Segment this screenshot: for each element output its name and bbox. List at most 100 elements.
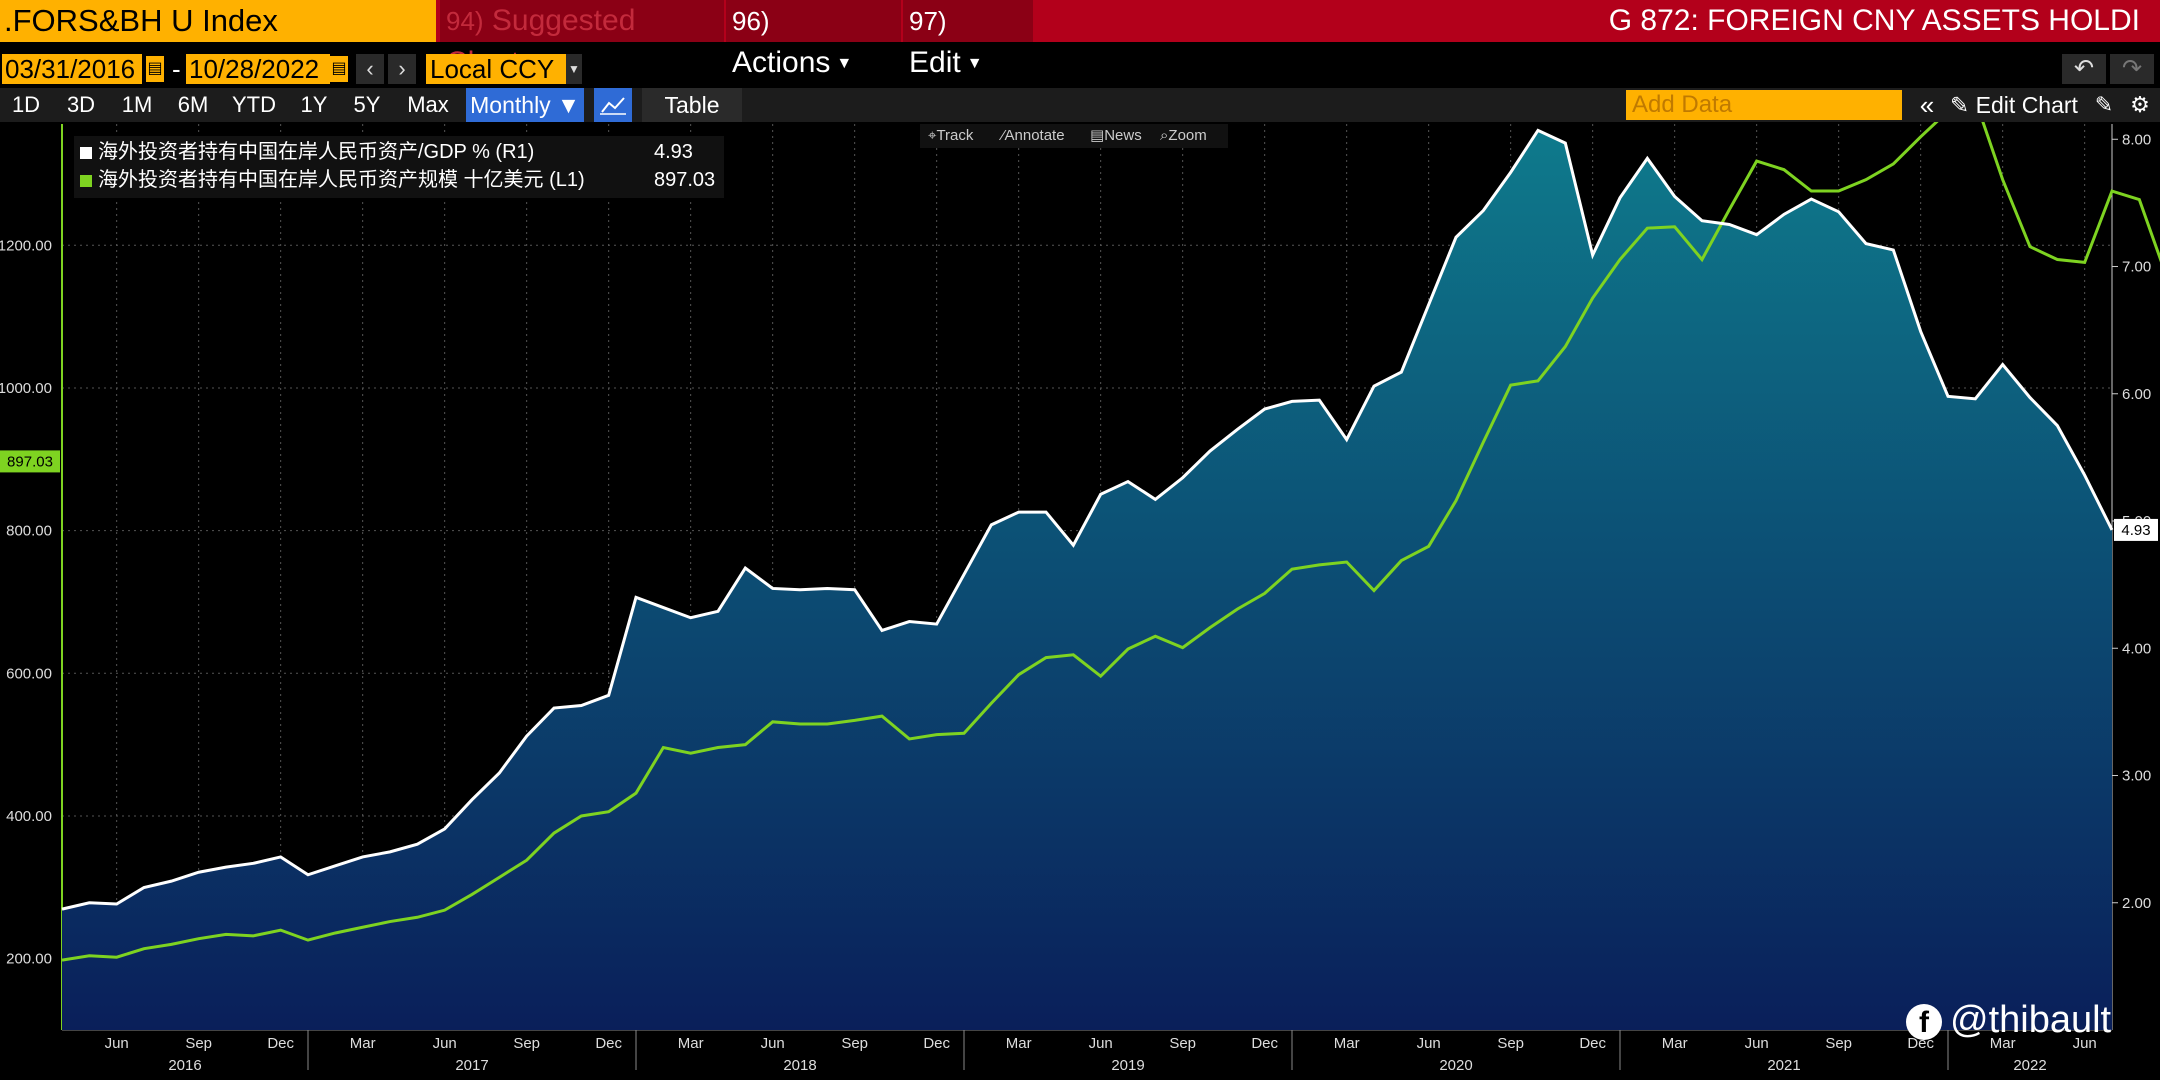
pencil-icon: ✎ — [1950, 92, 1970, 118]
right-axis-tick-label: 4.00 — [2122, 640, 2151, 657]
currency-select[interactable]: Local CCY — [426, 54, 566, 84]
series-line-gdp — [61, 128, 2114, 911]
redo-icon[interactable]: ↷ — [2110, 54, 2154, 84]
x-axis-month-label: Mar — [1662, 1035, 1688, 1052]
zoom-tool[interactable]: ⌕ Zoom — [1160, 124, 1207, 148]
collapse-icon[interactable]: « — [1919, 90, 1935, 120]
watermark: f @thibault — [1906, 998, 2111, 1042]
x-axis-month-label: Jun — [1417, 1035, 1441, 1052]
x-axis-year-label: 2018 — [783, 1057, 816, 1074]
right-axis-tick-label: 2.00 — [2122, 895, 2151, 912]
frequency-label: Monthly — [470, 92, 551, 118]
period-ytd[interactable]: YTD — [232, 92, 276, 117]
annotate-label: Annotate — [1004, 127, 1065, 144]
x-axis-month-label: Mar — [1990, 1035, 2016, 1052]
start-date-input[interactable]: 03/31/2016 — [2, 54, 142, 84]
left-value-marker-label: 897.03 — [7, 453, 53, 470]
calendar-icon[interactable]: ▤ — [146, 56, 164, 82]
x-axis-month-label: Mar — [350, 1035, 376, 1052]
actions-num: 96) — [732, 6, 770, 36]
x-axis-month-label: Mar — [1006, 1035, 1032, 1052]
legend-label: 海外投资者持有中国在岸人民币资产规模 十亿美元 (L1) — [98, 169, 585, 191]
frequency-select[interactable]: Monthly ▼ — [466, 88, 584, 122]
legend-value: 4.93 — [654, 141, 693, 163]
add-data-input[interactable]: Add Data — [1626, 90, 1902, 120]
period-5y[interactable]: 5Y — [353, 92, 381, 117]
end-date-input[interactable]: 10/28/2022 — [186, 54, 330, 84]
left-axis-tick-label: 1000.00 — [0, 380, 52, 397]
x-axis-month-label: Jun — [761, 1035, 785, 1052]
line-chart-icon-svg — [600, 97, 626, 115]
actions-label: Actions — [732, 46, 831, 79]
left-axis-tick-label: 200.00 — [6, 951, 52, 968]
chart-legend: 海外投资者持有中国在岸人民币资产/GDP % (R1) 4.93 海外投资者持有… — [74, 136, 724, 198]
track-tool[interactable]: ⌖ Track — [928, 124, 973, 148]
x-axis-month-label: Dec — [1251, 1035, 1278, 1052]
x-axis-month-label: Sep — [1825, 1035, 1852, 1052]
gear-icon[interactable]: ⚙ — [2130, 92, 2150, 117]
prev-period-button[interactable]: ‹ — [356, 54, 384, 84]
legend-item-scale: 海外投资者持有中国在岸人民币资产规模 十亿美元 (L1) — [80, 166, 585, 194]
period-1m[interactable]: 1M — [121, 92, 153, 117]
x-axis-year-label: 2017 — [455, 1057, 488, 1074]
next-period-button[interactable]: › — [388, 54, 416, 84]
x-axis-month-label: Sep — [185, 1035, 212, 1052]
left-axis-tick-label: 400.00 — [6, 808, 52, 825]
right-value-marker — [2114, 518, 2158, 541]
right-axis-tick-label: 3.00 — [2122, 768, 2151, 785]
series-area-gdp — [62, 130, 2112, 1030]
left-value-marker — [0, 450, 60, 473]
annotate-icon[interactable]: ✎ — [2094, 92, 2114, 117]
right-axis-tick-label: 7.00 — [2122, 259, 2151, 276]
ticker-field[interactable]: .FORS&BH U Index — [0, 0, 436, 42]
x-axis-month-label: Dec — [267, 1035, 294, 1052]
left-axis-tick-label: 600.00 — [6, 665, 52, 682]
edit-chart-button[interactable]: ✎ Edit Chart — [1950, 88, 2082, 122]
x-axis-year-label: 2021 — [1767, 1057, 1800, 1074]
legend-value: 897.03 — [654, 169, 716, 191]
chevron-down-icon: ▼ — [966, 55, 983, 73]
table-button[interactable]: Table — [642, 88, 742, 122]
period-3d[interactable]: 3D — [66, 92, 96, 117]
line-chart-icon[interactable] — [594, 88, 632, 122]
undo-icon[interactable]: ↶ — [2062, 54, 2106, 84]
x-axis-month-label: Mar — [678, 1035, 704, 1052]
series-line-scale — [61, 122, 2160, 962]
x-axis-month-label: Jun — [105, 1035, 129, 1052]
period-6m[interactable]: 6M — [177, 92, 209, 117]
legend-label: 海外投资者持有中国在岸人民币资产/GDP % (R1) — [98, 141, 535, 163]
calendar-icon[interactable]: ▤ — [330, 56, 348, 82]
left-axis-tick-label: 1200.00 — [0, 237, 52, 254]
chevron-down-icon[interactable]: ▼ — [566, 54, 582, 84]
x-axis-month-label: Jun — [1089, 1035, 1113, 1052]
x-axis-month-label: Sep — [841, 1035, 868, 1052]
x-axis-month-label: Jun — [2073, 1035, 2097, 1052]
legend-swatch — [80, 146, 92, 159]
legend-swatch — [80, 174, 92, 187]
zoom-label: Zoom — [1168, 127, 1207, 144]
x-axis-year-label: 2020 — [1439, 1057, 1472, 1074]
edit-num: 97) — [909, 6, 947, 36]
x-axis-year-label: 2019 — [1111, 1057, 1144, 1074]
period-1y[interactable]: 1Y — [300, 92, 328, 117]
suggested-num: 94) — [446, 6, 484, 36]
period-1d[interactable]: 1D — [11, 92, 41, 117]
x-axis-month-label: Jun — [433, 1035, 457, 1052]
news-tool[interactable]: ▤ News — [1090, 124, 1142, 148]
edit-label: Edit — [909, 46, 961, 79]
chart-tools: ⌖ Track ⁄ Annotate ▤ News ⌕ Zoom — [920, 124, 1228, 148]
right-value-marker-label: 4.93 — [2121, 522, 2150, 539]
right-axis-tick-label: 8.00 — [2122, 131, 2151, 148]
x-axis-month-label: Dec — [1579, 1035, 1606, 1052]
period-max[interactable]: Max — [407, 92, 449, 117]
edit-menu[interactable]: 97) Edit ▼ — [903, 0, 1033, 79]
suggested-charts-button[interactable]: 94) Suggested Charts — [440, 0, 724, 79]
actions-menu[interactable]: 96) Actions ▼ — [726, 0, 901, 79]
x-axis-year-label: 2022 — [2013, 1057, 2046, 1074]
x-axis-month-label: Sep — [1169, 1035, 1196, 1052]
facebook-icon: f — [1906, 1003, 1942, 1040]
chart-area[interactable]: 200.00 400.00 600.00 800.00 1000.00 1200.00 2.… — [0, 122, 2160, 1080]
annotate-tool[interactable]: ⁄ Annotate — [1002, 124, 1065, 148]
chevron-down-icon: ▼ — [836, 55, 853, 73]
x-axis-month-label: Sep — [513, 1035, 540, 1052]
